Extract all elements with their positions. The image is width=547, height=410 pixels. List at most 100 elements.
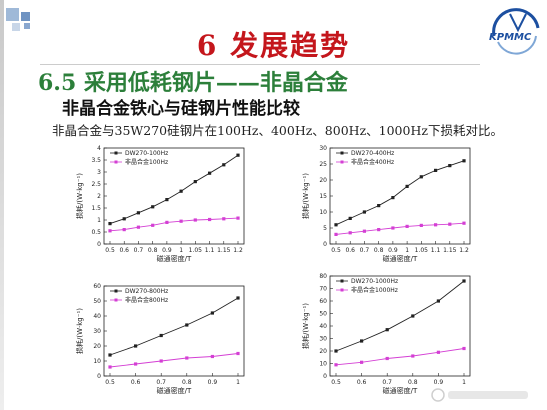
data-point (377, 204, 381, 208)
y-tick-label: 10 (319, 209, 327, 216)
x-tick-label: 1.2 (233, 247, 243, 254)
y-tick-label: 3.5 (91, 157, 101, 164)
watermark (430, 386, 540, 404)
x-tick-label: 0.5 (331, 247, 341, 254)
legend-label: DW270-400Hz (351, 150, 394, 157)
data-point (122, 228, 126, 232)
data-point (334, 232, 338, 236)
legend-marker (114, 298, 118, 302)
x-tick-label: 0.5 (105, 247, 115, 254)
x-tick-label: 1 (179, 247, 183, 254)
data-point (193, 218, 197, 222)
x-tick-label: 1.05 (415, 247, 429, 254)
data-point (448, 222, 452, 226)
data-point (108, 222, 112, 226)
data-point (436, 350, 440, 354)
decor-square (21, 12, 30, 21)
legend-marker (114, 160, 118, 164)
data-point (210, 311, 214, 315)
y-axis-label: 损耗/(W·kg⁻¹) (75, 308, 84, 354)
data-point (334, 363, 338, 367)
y-axis-label: 损耗/(W·kg⁻¹) (75, 173, 84, 219)
y-tick-label: 40 (93, 313, 101, 320)
left-decor-band (0, 0, 4, 410)
data-point (193, 180, 197, 184)
legend-box (334, 149, 398, 169)
data-point (360, 339, 364, 343)
x-axis-label: 磁通密度/T (157, 386, 192, 395)
data-point (159, 359, 163, 363)
y-tick-label: 30 (93, 328, 101, 335)
y-tick-label: 20 (319, 348, 327, 355)
data-point (385, 328, 389, 332)
y-tick-label: 0 (323, 373, 327, 380)
x-tick-label: 0.5 (331, 379, 341, 386)
legend-marker (340, 160, 344, 164)
x-tick-label: 1.1 (205, 247, 215, 254)
kpmmc-logo: KPMMC (489, 8, 540, 55)
x-tick-label: 0.7 (382, 379, 392, 386)
y-tick-label: 0 (97, 373, 101, 380)
y-tick-label: 4 (97, 145, 101, 152)
x-tick-label: 0.5 (105, 379, 115, 386)
series-line (335, 160, 465, 226)
x-tick-label: 0.6 (119, 247, 129, 254)
y-tick-label: 2 (97, 193, 101, 200)
x-tick-label: 0.9 (434, 379, 444, 386)
legend-label: 非晶合金400Hz (351, 158, 394, 166)
x-tick-label: 1 (462, 379, 466, 386)
data-point (236, 216, 240, 220)
y-tick-label: 60 (319, 298, 327, 305)
series-line (335, 348, 465, 366)
legend-label: DW270-800Hz (125, 288, 168, 295)
data-point (348, 231, 352, 235)
legend-label: 非晶合金800Hz (125, 296, 168, 304)
y-axis-label: 损耗/(W·kg⁻¹) (301, 303, 310, 349)
y-tick-label: 60 (93, 283, 101, 290)
data-point (108, 365, 112, 369)
y-tick-label: 2.5 (91, 181, 101, 188)
data-point (405, 184, 409, 188)
y-tick-label: 1 (97, 217, 101, 224)
data-point (108, 353, 112, 357)
subheading: 非晶合金铁心与硅钢片性能比较 (62, 99, 300, 119)
legend-box (108, 287, 172, 307)
x-tick-label: 1.05 (189, 247, 203, 254)
decor-square (6, 8, 19, 21)
slide-title: 6 发展趋势 (196, 29, 351, 62)
y-tick-label: 0.5 (91, 229, 101, 236)
y-tick-label: 30 (319, 336, 327, 343)
data-point (411, 354, 415, 358)
data-point (434, 168, 438, 172)
data-point (122, 217, 126, 221)
data-point (391, 196, 395, 200)
data-point (208, 217, 212, 222)
legend-label: 非晶合金100Hz (125, 158, 168, 166)
y-tick-label: 25 (319, 161, 327, 168)
legend-label: DW270-100Hz (125, 150, 168, 157)
legend-box (108, 149, 172, 169)
data-point (419, 175, 423, 179)
y-tick-label: 3 (97, 169, 101, 176)
y-tick-label: 10 (319, 361, 327, 368)
x-tick-label: 1 (236, 379, 240, 386)
data-point (348, 216, 352, 220)
series-line (109, 217, 239, 232)
data-point (462, 159, 466, 163)
section-heading: 6.5 采用低耗钢片——非晶合金 (38, 70, 348, 96)
data-point (165, 220, 169, 224)
data-point (236, 351, 240, 356)
data-point (419, 223, 423, 227)
x-tick-label: 0.9 (208, 379, 218, 386)
data-point (222, 217, 226, 221)
data-point (236, 296, 240, 300)
y-tick-label: 80 (319, 273, 327, 280)
y-tick-label: 30 (319, 145, 327, 152)
data-point (411, 314, 415, 318)
caption: 非晶合金与35W270硅钢片在100Hz、400Hz、800Hz、1000Hz下… (52, 123, 503, 138)
y-axis-label: 损耗/(W·kg⁻¹) (301, 173, 310, 219)
y-tick-label: 20 (319, 177, 327, 184)
series-line (109, 154, 239, 225)
decor-squares (4, 6, 38, 40)
data-point (208, 171, 212, 175)
